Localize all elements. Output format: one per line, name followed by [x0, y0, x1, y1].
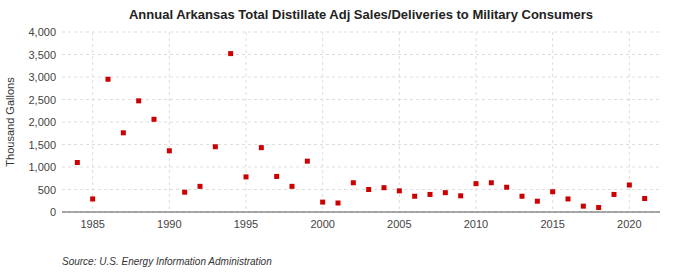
- point: [382, 185, 387, 190]
- grid-line-y: [62, 77, 660, 78]
- point: [305, 159, 310, 164]
- point: [167, 148, 172, 153]
- grid-line-y: [62, 167, 660, 168]
- points: [75, 51, 647, 210]
- x-tick-label: 2005: [387, 218, 411, 230]
- grid-line-y: [62, 32, 660, 33]
- point: [581, 204, 586, 209]
- x-tick-label: 2020: [617, 218, 641, 230]
- x-tick-label: 1995: [234, 218, 258, 230]
- source-note: Source: U.S. Energy Information Administ…: [62, 256, 272, 267]
- point: [366, 187, 371, 192]
- point: [274, 174, 279, 179]
- point: [259, 145, 264, 150]
- x-tick-label: 1990: [157, 218, 181, 230]
- grid-line-x: [552, 32, 553, 212]
- grid-line-y: [62, 189, 660, 190]
- y-tick-label: 1,500: [28, 139, 56, 151]
- point: [550, 189, 555, 194]
- point: [336, 201, 341, 206]
- point: [566, 196, 571, 201]
- chart: 0 500 1,000 1,500 2,000 2,500 3,000 3,500 4,000 1…: [0, 0, 675, 275]
- x-tick-label: 1985: [80, 218, 104, 230]
- grid-line-y: [62, 54, 660, 55]
- grid-line-y: [62, 212, 660, 213]
- x-axis-line: [62, 212, 660, 213]
- point: [612, 192, 617, 197]
- point: [642, 196, 647, 201]
- point: [520, 194, 525, 199]
- point: [290, 184, 295, 189]
- x-tick-label: 2015: [540, 218, 564, 230]
- point: [136, 98, 141, 103]
- grid-line-x: [92, 32, 93, 212]
- title: Annual Arkansas Total Distillate Adj Sal…: [129, 7, 593, 22]
- point: [443, 190, 448, 195]
- y-tick-label: 1,000: [28, 161, 56, 173]
- point: [182, 190, 187, 195]
- x-tick-label: 2010: [464, 218, 488, 230]
- point: [535, 199, 540, 204]
- point: [351, 180, 356, 185]
- grid-line-x: [169, 32, 170, 212]
- grid-line-x: [246, 32, 247, 212]
- grid-line-x: [322, 32, 323, 212]
- point: [596, 205, 601, 210]
- x-tick-label: 2000: [310, 218, 334, 230]
- y-tick-label: 2,000: [28, 116, 56, 128]
- point: [90, 196, 95, 201]
- y-tick-label: 3,000: [28, 71, 56, 83]
- grid: [62, 32, 660, 212]
- y-tick-label: 2,500: [28, 94, 56, 106]
- point: [458, 193, 463, 198]
- point: [106, 77, 111, 82]
- point: [397, 188, 402, 193]
- point: [627, 183, 632, 188]
- grid-line-x: [399, 32, 400, 212]
- grid-line-y: [62, 99, 660, 100]
- point: [228, 51, 233, 56]
- point: [428, 192, 433, 197]
- y-tick-label: 0: [50, 206, 56, 218]
- y-tick-label: 4,000: [28, 26, 56, 38]
- y-axis-label: Thousand Gallons: [4, 77, 16, 167]
- grid-line-y: [62, 144, 660, 145]
- y-tick-label: 3,500: [28, 49, 56, 61]
- point: [152, 117, 157, 122]
- point: [504, 185, 509, 190]
- point: [121, 130, 126, 135]
- point: [75, 160, 80, 165]
- point: [213, 144, 218, 149]
- point: [412, 194, 417, 199]
- point: [474, 181, 479, 186]
- point: [198, 184, 203, 189]
- point: [489, 180, 494, 185]
- point: [244, 174, 249, 179]
- point: [320, 200, 325, 205]
- y-tick-label: 500: [38, 184, 56, 196]
